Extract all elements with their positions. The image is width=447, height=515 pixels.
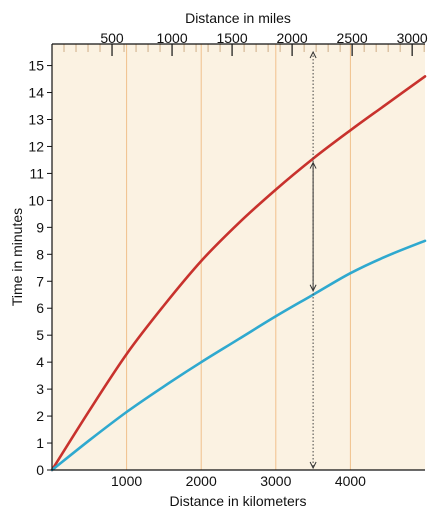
x2-tick-label: 1000 [156, 30, 187, 46]
y-tick-label: 7 [36, 273, 44, 289]
x-tick-label: 2000 [186, 473, 217, 489]
x-tick-label: 4000 [335, 473, 366, 489]
y-tick-label: 9 [36, 219, 44, 235]
y-tick-label: 2 [36, 408, 44, 424]
arrow-up-top [309, 50, 317, 59]
y-tick-label: 1 [36, 435, 44, 451]
y-tick-label: 10 [28, 192, 44, 208]
y-tick-label: 4 [36, 354, 44, 370]
arrow-up-at-red [309, 161, 317, 169]
x2-tick-label: 2500 [337, 30, 368, 46]
top-mile-ticks [63, 44, 425, 56]
y-tick-label: 15 [28, 58, 44, 74]
y-tick-label: 0 [36, 462, 44, 478]
series-line-1 [50, 75, 427, 472]
series-line-2 [50, 239, 427, 472]
y-tick-label: 8 [36, 246, 44, 262]
x2-tick-label: 500 [100, 30, 124, 46]
x-tick-label: 3000 [260, 473, 291, 489]
series-layer [50, 75, 427, 472]
x2-tick-label: 1500 [216, 30, 247, 46]
x-tick-label: 1000 [111, 473, 142, 489]
grid [126, 44, 351, 470]
y-tick-label: 13 [28, 111, 44, 127]
y-tick-label: 14 [28, 85, 44, 101]
axes [47, 43, 425, 471]
arrow-down-bottom [309, 461, 317, 470]
annotation-layer [309, 50, 317, 470]
x-axis-title: Distance in kilometers [170, 493, 307, 509]
arrow-down-at-blue [309, 284, 317, 292]
y-tick-label: 5 [36, 327, 44, 343]
x2-axis-title: Distance in miles [185, 10, 291, 26]
y-tick-label: 12 [28, 138, 44, 154]
y-axis-title: Time in minutes [9, 208, 25, 306]
x2-tick-label: 3000 [397, 30, 428, 46]
plot-background [52, 44, 425, 470]
y-tick-label: 3 [36, 381, 44, 397]
y-tick-label: 6 [36, 300, 44, 316]
y-tick-label: 11 [29, 165, 44, 181]
x2-tick-label: 2000 [277, 30, 308, 46]
